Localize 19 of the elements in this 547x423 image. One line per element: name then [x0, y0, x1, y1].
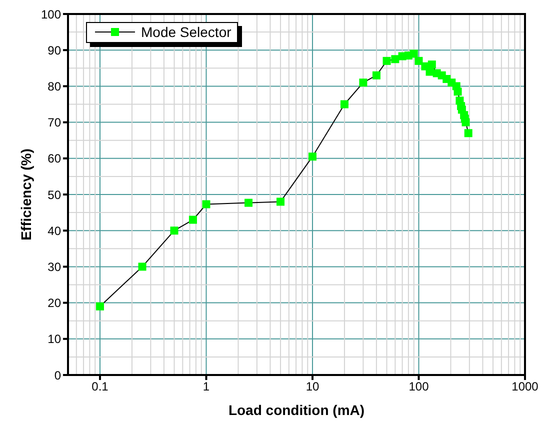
x-tick-label: 0.1 — [92, 380, 109, 394]
y-axis-title: Efficiency (%) — [18, 148, 34, 240]
x-tick-label: 100 — [408, 380, 430, 394]
y-tick-label: 0 — [54, 368, 62, 382]
x-tick-label: 10 — [306, 380, 320, 394]
y-tick-label: 90 — [48, 43, 62, 58]
x-tick-label: 1000 — [512, 380, 539, 394]
y-tick-label: 10 — [48, 332, 62, 346]
y-tick-label: 60 — [48, 152, 62, 166]
legend-label: Mode Selector — [141, 24, 232, 40]
y-tick-label: 80 — [48, 79, 62, 94]
x-axis-title: Load condition (mA) — [228, 402, 365, 418]
x-tick-label: 1 — [202, 380, 210, 394]
y-tick-label: 40 — [48, 224, 62, 238]
y-tick-label: 20 — [48, 296, 62, 310]
y-tick-label: 100 — [40, 7, 62, 22]
y-tick-label: 30 — [48, 260, 62, 274]
y-tick-label: 70 — [48, 116, 62, 130]
y-tick-label: 50 — [48, 188, 62, 202]
